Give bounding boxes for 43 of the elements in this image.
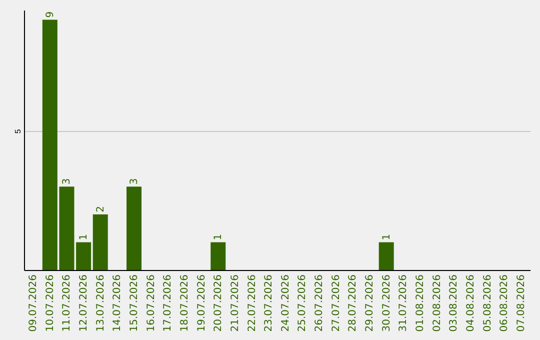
x-tick-label: 23.07.2026 (264, 274, 275, 332)
x-tick-label: 25.07.2026 (297, 274, 308, 332)
data-label: 3 (129, 178, 140, 185)
data-label: 9 (44, 11, 56, 18)
bar (76, 242, 92, 270)
x-tick-label: 09.07.2026 (28, 274, 40, 332)
data-label: 1 (381, 234, 392, 240)
x-tick-label: 20.07.2026 (213, 274, 224, 332)
x-tick-label: 29.07.2026 (364, 274, 376, 332)
x-tick-label: 07.08.2026 (516, 274, 527, 332)
x-tick-label: 14.07.2026 (112, 274, 124, 332)
x-tick-label: 12.07.2026 (78, 274, 90, 332)
data-label: 1 (213, 234, 224, 240)
x-tick-label: 13.07.2026 (95, 274, 106, 332)
x-tick-label: 10.07.2026 (44, 274, 56, 332)
bar (92, 214, 108, 270)
x-tick-label: 01.08.2026 (414, 274, 426, 332)
x-tick-label: 05.08.2026 (482, 274, 494, 332)
x-tick-label: 30.07.2026 (381, 274, 392, 332)
x-tick-label: 11.07.2026 (62, 274, 73, 332)
x-tick-label: 22.07.2026 (246, 274, 258, 332)
x-tick-label: 27.07.2026 (330, 274, 342, 332)
x-tick-label: 21.07.2026 (230, 274, 241, 332)
x-tick-label: 17.07.2026 (162, 274, 174, 332)
x-tick-label: 03.08.2026 (448, 274, 460, 332)
x-tick-label: 24.07.2026 (280, 274, 292, 332)
data-label: 3 (62, 178, 73, 185)
y-tick-label: 5 (14, 128, 22, 134)
x-tick-label: 16.07.2026 (146, 274, 157, 332)
x-tick-label: 18.07.2026 (179, 274, 190, 332)
x-tick-label: 02.08.2026 (432, 274, 443, 332)
x-tick-label: 31.07.2026 (398, 274, 410, 332)
bar (126, 186, 142, 270)
bar (210, 242, 226, 270)
x-tick-label: 06.08.2026 (499, 274, 510, 332)
x-tick-label: 15.07.2026 (129, 274, 140, 332)
data-label: 2 (95, 206, 106, 212)
x-tick-label: 04.08.2026 (465, 274, 476, 332)
bar (378, 242, 394, 270)
x-tick-label: 28.07.2026 (348, 274, 359, 332)
data-label: 1 (78, 234, 90, 240)
x-tick-label: 19.07.2026 (196, 274, 208, 332)
x-tick-label: 26.07.2026 (314, 274, 326, 332)
